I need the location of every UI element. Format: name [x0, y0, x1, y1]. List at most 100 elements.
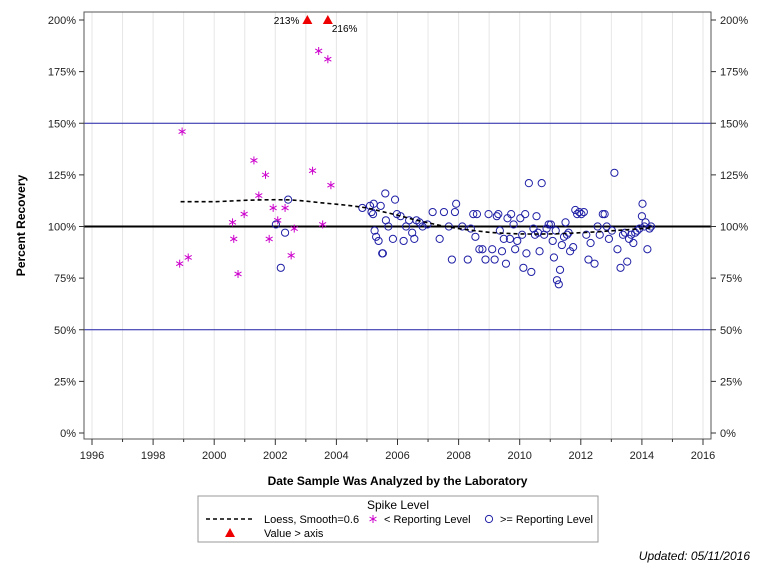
legend-above-label: >= Reporting Level	[500, 514, 593, 526]
point-above-reporting-level	[423, 220, 432, 229]
y-axis-right: 0% 25% 50% 75% 100% 125% 150% 175% 200%	[711, 15, 748, 440]
point-above-reporting-level	[561, 218, 570, 227]
point-above-reporting-level	[624, 234, 634, 243]
point-above-reporting-level	[495, 226, 504, 235]
point-above-reporting-level	[472, 210, 482, 219]
point-value-above-axis	[302, 15, 313, 24]
point-below-reporting-level	[324, 55, 332, 64]
point-above-reporting-level	[475, 245, 484, 254]
x-tick-label: 1998	[141, 450, 165, 462]
point-above-reporting-level	[384, 222, 393, 231]
point-below-reporting-level	[269, 203, 277, 212]
point-below-reporting-level	[184, 253, 192, 262]
legend-below-marker	[369, 515, 377, 523]
y-tick-label: 25%	[54, 376, 76, 388]
point-above-reporting-level	[549, 253, 559, 262]
y-tick-label: 175%	[48, 67, 76, 79]
point-above-reporting-level	[582, 230, 591, 239]
legend-over-axis-marker	[225, 528, 235, 537]
point-above-reporting-level	[490, 255, 499, 264]
y-axis-left: 0% 25% 50% 75% 100% 125% 150% 175% 200%	[48, 15, 84, 440]
point-above-reporting-level	[381, 189, 390, 198]
point-above-reporting-level	[280, 228, 290, 237]
y-tick-label: 125%	[48, 170, 76, 182]
point-above-reporting-level	[372, 232, 381, 241]
point-above-reporting-level	[488, 245, 497, 254]
point-above-reporting-level	[499, 234, 508, 243]
point-above-reporting-level	[497, 247, 507, 256]
point-above-reporting-level	[388, 234, 398, 243]
point-above-reporting-level	[643, 245, 652, 254]
point-above-reporting-level	[537, 179, 546, 188]
point-below-reporting-level	[281, 203, 289, 212]
y-tick-label-right: 150%	[720, 118, 748, 130]
y-axis-title: Percent Recovery	[14, 174, 28, 276]
point-above-reporting-level	[535, 247, 544, 256]
point-above-reporting-level	[519, 263, 528, 272]
above-axis-label: 213%	[274, 16, 300, 27]
point-above-reporting-level	[641, 218, 650, 227]
point-above-reporting-level	[527, 267, 536, 277]
point-above-reporting-level	[557, 240, 566, 250]
point-above-reporting-level	[505, 234, 515, 243]
point-above-reporting-level	[521, 210, 530, 219]
point-above-reporting-level	[575, 207, 584, 217]
x-tick-label: 2000	[202, 450, 226, 462]
point-below-reporting-level	[240, 210, 248, 219]
point-above-reporting-level	[637, 212, 647, 221]
series-triangle: 213% 216%	[274, 15, 358, 35]
y-tick-label: 200%	[48, 15, 76, 27]
point-above-reporting-level	[494, 210, 503, 219]
point-above-reporting-level	[471, 232, 480, 241]
point-above-reporting-level	[579, 207, 588, 217]
point-above-reporting-level	[548, 236, 557, 246]
point-below-reporting-level	[327, 181, 335, 190]
point-above-reporting-level	[466, 224, 475, 233]
above-axis-label: 216%	[332, 24, 358, 35]
point-above-reporting-level	[562, 230, 572, 239]
point-above-reporting-level	[271, 220, 281, 229]
x-axis: 1996 1998 2000 2002 2004 2006 2008 2010 2012 2014…	[80, 439, 715, 462]
point-above-reporting-level	[435, 234, 444, 243]
point-below-reporting-level	[265, 234, 273, 243]
point-above-reporting-level	[533, 228, 543, 237]
point-above-reporting-level	[507, 210, 516, 219]
point-above-reporting-level	[509, 220, 518, 229]
point-above-reporting-level	[569, 243, 578, 252]
x-tick-label: 2008	[446, 450, 470, 462]
y-tick-label-right: 0%	[720, 428, 736, 440]
legend-above-marker	[484, 514, 494, 524]
point-below-reporting-level	[290, 224, 298, 233]
point-above-reporting-level	[618, 230, 628, 239]
point-above-reporting-level	[627, 230, 636, 239]
point-above-reporting-level	[478, 245, 487, 254]
y-tick-label-right: 25%	[720, 376, 742, 388]
y-tick-label-right: 175%	[720, 67, 748, 79]
point-above-reporting-level	[623, 257, 632, 266]
y-tick-label: 75%	[54, 273, 76, 285]
point-below-reporting-level	[228, 218, 237, 227]
x-tick-label: 2006	[385, 450, 409, 462]
point-above-reporting-level	[638, 199, 647, 208]
point-below-reporting-level	[314, 46, 323, 55]
point-above-reporting-level	[620, 228, 630, 237]
legend-over-axis-label: Value > axis	[264, 528, 324, 540]
point-above-reporting-level	[452, 199, 461, 208]
point-below-reporting-level	[255, 191, 263, 200]
y-tick-label-right: 125%	[720, 170, 748, 182]
point-above-reporting-level	[399, 236, 408, 246]
point-above-reporting-level	[428, 207, 437, 217]
point-above-reporting-level	[463, 255, 472, 264]
legend: Spike Level Loess, Smooth=0.6 < Reporting …	[197, 495, 599, 543]
point-above-reporting-level	[590, 259, 599, 268]
series-circle	[271, 168, 656, 289]
point-below-reporting-level	[230, 234, 238, 243]
x-tick-label: 2004	[324, 450, 348, 462]
point-above-reporting-level	[518, 230, 527, 239]
point-above-reporting-level	[633, 226, 642, 235]
point-above-reporting-level	[376, 201, 385, 210]
y-tick-label-right: 200%	[720, 15, 748, 27]
point-above-reporting-level	[610, 168, 619, 177]
point-above-reporting-level	[524, 179, 533, 188]
